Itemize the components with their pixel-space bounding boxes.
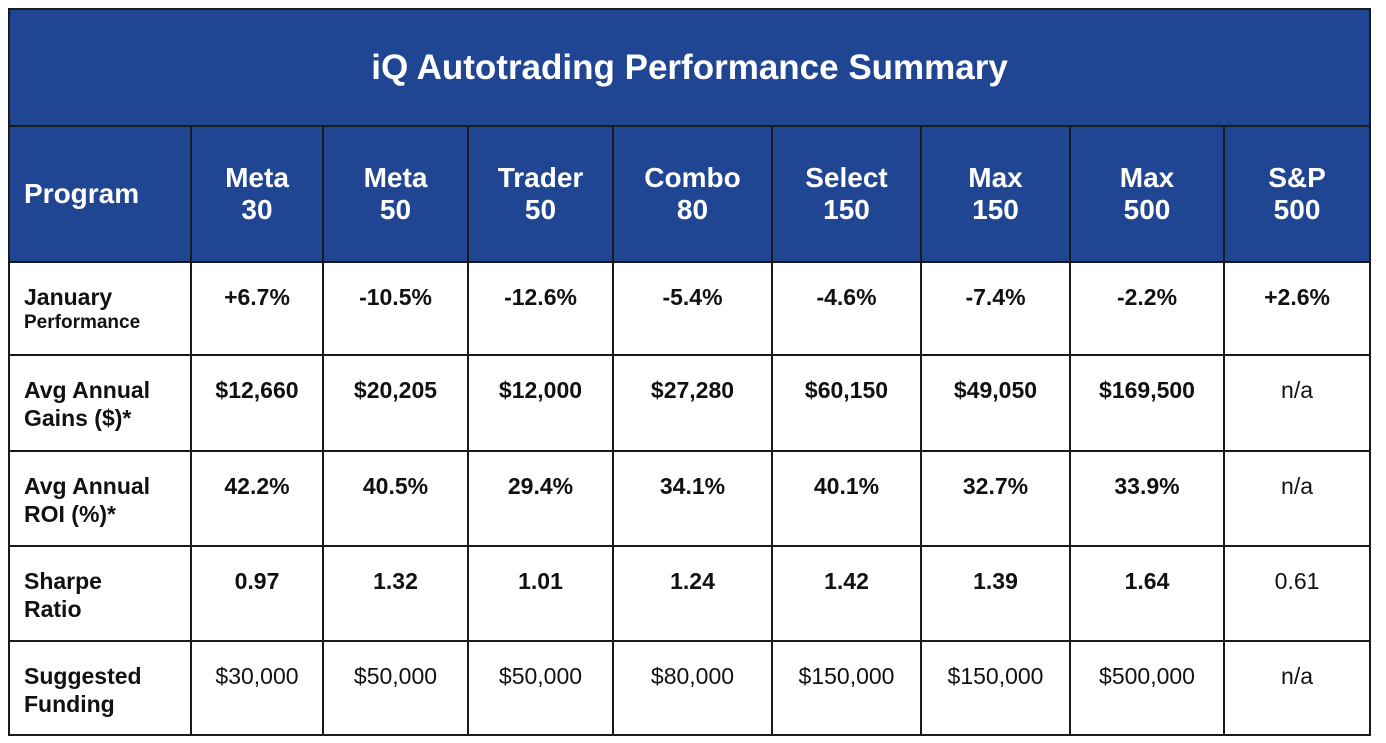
- row-label: Suggested Funding: [8, 640, 192, 736]
- table-cell: 1.01: [467, 545, 614, 642]
- header-line1: Select: [805, 162, 888, 193]
- header-line2: 500: [1273, 194, 1321, 225]
- header-program: Program: [8, 125, 192, 263]
- table-cell: $50,000: [467, 640, 614, 736]
- row-label-line1: Sharpe: [24, 568, 102, 594]
- table-cell: $20,205: [322, 354, 469, 452]
- header-meta-30: Meta 30: [190, 125, 324, 263]
- table-cell: 0.61: [1222, 545, 1372, 642]
- table-cell: $60,150: [771, 354, 922, 452]
- table-cell: +6.7%: [190, 261, 324, 356]
- table-row-avg-annual-gains: Avg Annual Gains ($)* $12,660 $20,205 $12…: [8, 354, 1372, 452]
- table-row-january-performance: January Performance +6.7% -10.5% -12.6% -…: [8, 261, 1372, 356]
- table-row-avg-annual-roi: Avg Annual ROI (%)* 42.2% 40.5% 29.4% 34.…: [8, 450, 1372, 547]
- header-line2: 150: [972, 194, 1019, 225]
- row-label: Avg Annual Gains ($)*: [8, 354, 192, 452]
- table-cell: -10.5%: [322, 261, 469, 356]
- header-line2: 150: [823, 194, 870, 225]
- row-label-line2: Performance: [24, 312, 141, 333]
- header-row: Program Meta 30 Meta 50 Trader 50 Combo 80 S…: [8, 125, 1372, 263]
- row-label: Sharpe Ratio: [8, 545, 192, 642]
- table-cell: -4.6%: [771, 261, 922, 356]
- table-cell: $500,000: [1069, 640, 1225, 736]
- table-cell: 42.2%: [190, 450, 324, 547]
- table-cell: 40.1%: [771, 450, 922, 547]
- row-label-line1: January: [24, 284, 113, 310]
- title-row: iQ Autotrading Performance Summary: [7, 8, 1372, 127]
- row-label-line1: Suggested: [24, 663, 142, 689]
- table-cell: 1.24: [612, 545, 773, 642]
- row-label-line2: Funding: [24, 691, 115, 717]
- table-cell: n/a: [1222, 640, 1372, 736]
- header-line1: Trader: [497, 162, 584, 193]
- table-cell: n/a: [1222, 450, 1372, 547]
- header-line1: S&P: [1268, 162, 1326, 193]
- header-max-500: Max 500: [1069, 125, 1225, 263]
- table-cell: -5.4%: [612, 261, 773, 356]
- table-cell: -12.6%: [467, 261, 614, 356]
- table-cell: 34.1%: [612, 450, 773, 547]
- table-cell: -7.4%: [920, 261, 1071, 356]
- table-cell: $150,000: [920, 640, 1071, 736]
- table-cell: 32.7%: [920, 450, 1071, 547]
- header-trader-50: Trader 50: [467, 125, 614, 263]
- row-label-line2: Gains ($)*: [24, 405, 132, 431]
- header-max-150: Max 150: [920, 125, 1071, 263]
- table-cell: -2.2%: [1069, 261, 1225, 356]
- table-cell: $12,660: [190, 354, 324, 452]
- header-meta-50: Meta 50: [322, 125, 469, 263]
- performance-summary-table: iQ Autotrading Performance Summary Progr…: [7, 8, 1372, 736]
- header-line1: Meta: [363, 162, 428, 193]
- table-cell: $50,000: [322, 640, 469, 736]
- header-line1: Max: [968, 162, 1023, 193]
- header-line2: 80: [676, 194, 709, 225]
- table-cell: +2.6%: [1222, 261, 1372, 356]
- table-cell: $30,000: [190, 640, 324, 736]
- table-cell: 1.42: [771, 545, 922, 642]
- table-cell: 1.64: [1069, 545, 1225, 642]
- table-title: iQ Autotrading Performance Summary: [7, 8, 1372, 127]
- header-line2: 30: [241, 194, 273, 225]
- table-cell: 1.32: [322, 545, 469, 642]
- header-line1: Max: [1119, 162, 1175, 193]
- table-cell: $150,000: [771, 640, 922, 736]
- table-row-sharpe-ratio: Sharpe Ratio 0.97 1.32 1.01 1.24 1.42 1.3…: [8, 545, 1372, 642]
- table-cell: $27,280: [612, 354, 773, 452]
- table-cell: 40.5%: [322, 450, 469, 547]
- header-select-150: Select 150: [771, 125, 922, 263]
- table-cell: 1.39: [920, 545, 1071, 642]
- header-line2: 50: [524, 194, 557, 225]
- table-cell: $80,000: [612, 640, 773, 736]
- table-row-suggested-funding: Suggested Funding $30,000 $50,000 $50,000…: [8, 640, 1372, 736]
- header-sp-500: S&P 500: [1222, 125, 1372, 263]
- table-cell: 29.4%: [467, 450, 614, 547]
- table-cell: 0.97: [190, 545, 324, 642]
- table-cell: $169,500: [1069, 354, 1225, 452]
- header-line1: Meta: [225, 162, 289, 193]
- table-cell: $49,050: [920, 354, 1071, 452]
- row-label-line1: Avg Annual: [24, 377, 151, 403]
- row-label: Avg Annual ROI (%)*: [8, 450, 192, 547]
- row-label: January Performance: [8, 261, 192, 356]
- header-line2: 500: [1123, 194, 1171, 225]
- table-cell: $12,000: [467, 354, 614, 452]
- header-line2: 50: [379, 194, 412, 225]
- row-label-line2: Ratio: [24, 596, 82, 622]
- header-line1: Combo: [644, 162, 741, 193]
- table-cell: n/a: [1222, 354, 1372, 452]
- row-label-line1: Avg Annual: [24, 473, 151, 499]
- table-cell: 33.9%: [1069, 450, 1225, 547]
- row-label-line2: ROI (%)*: [24, 501, 116, 527]
- header-combo-80: Combo 80: [612, 125, 773, 263]
